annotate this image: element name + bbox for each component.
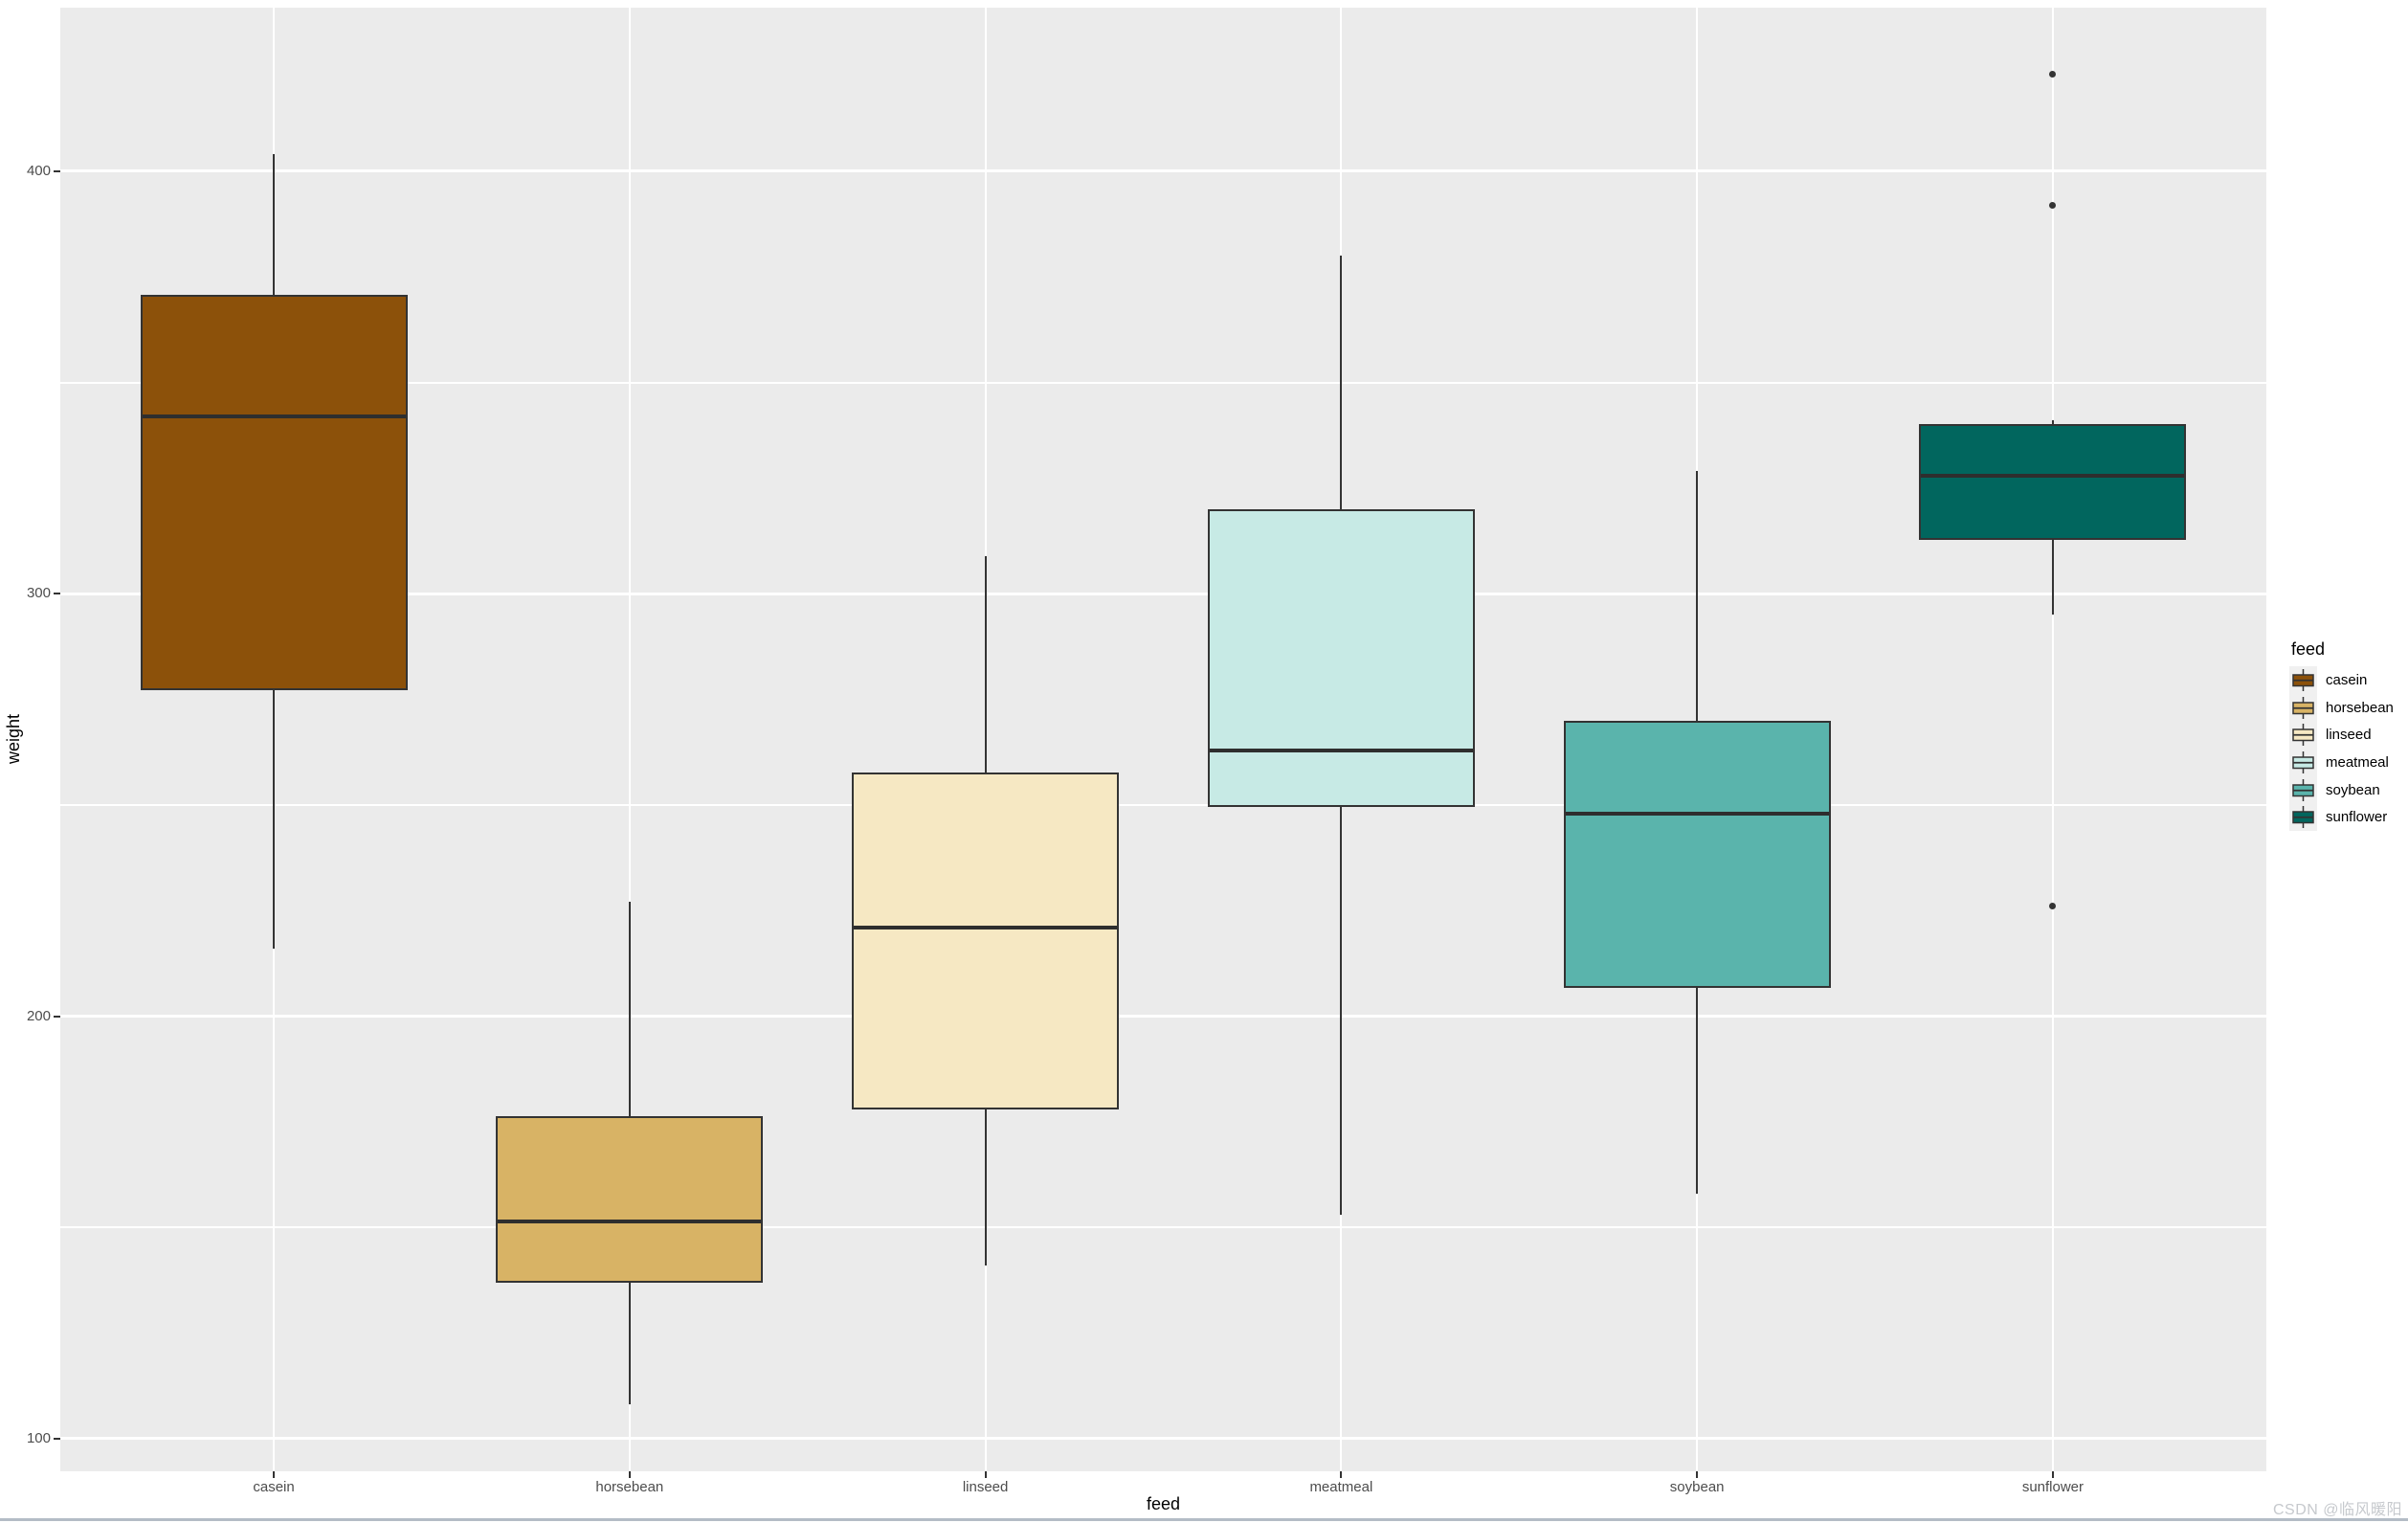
legend-row-meatmeal: meatmeal	[2289, 749, 2408, 776]
x-tick-mark	[2051, 1471, 2054, 1478]
x-tick-mark	[1340, 1471, 1343, 1478]
y-minor-gridline	[60, 1226, 2266, 1229]
box-soybean	[1563, 720, 1831, 988]
x-axis-title: feed	[1146, 1494, 1181, 1513]
median-linseed	[854, 925, 1118, 929]
x-major-gridline	[2051, 8, 2054, 1471]
bottom-edge-line	[0, 1518, 2408, 1521]
y-minor-gridline	[60, 381, 2266, 384]
legend-label: sunflower	[2326, 809, 2388, 826]
y-major-gridline	[60, 169, 2266, 173]
legend-label: soybean	[2326, 781, 2380, 798]
legend-items: casein horsebean linseed meatmeal soybean sun…	[2289, 666, 2408, 832]
median-casein	[142, 414, 406, 418]
x-tick-mark	[1696, 1471, 1699, 1478]
legend-key-boxplot-icon	[2289, 693, 2317, 722]
x-tick-label: horsebean	[595, 1479, 664, 1495]
legend-label: horsebean	[2326, 699, 2394, 716]
y-major-gridline	[60, 1015, 2266, 1019]
legend-row-horsebean: horsebean	[2289, 693, 2408, 722]
legend-key-boxplot-icon	[2289, 775, 2317, 804]
box-horsebean	[496, 1116, 764, 1283]
outlier-sunflower	[2049, 201, 2057, 209]
y-tick-mark	[54, 1437, 60, 1440]
legend-key-boxplot-icon	[2289, 803, 2317, 832]
legend-key-boxplot-icon	[2289, 749, 2317, 776]
x-tick-mark	[628, 1471, 631, 1478]
x-tick-mark	[273, 1471, 276, 1478]
median-meatmeal	[1209, 748, 1473, 752]
legend-label: casein	[2326, 671, 2368, 688]
outlier-sunflower	[2049, 903, 2057, 910]
legend-label: meatmeal	[2326, 753, 2389, 771]
legend-key-boxplot-icon	[2289, 666, 2317, 694]
y-tick-mark	[54, 169, 60, 172]
x-major-gridline	[628, 8, 631, 1471]
x-tick-mark	[984, 1471, 987, 1478]
box-sunflower	[1919, 423, 2187, 540]
legend-row-linseed: linseed	[2289, 721, 2408, 750]
y-major-gridline	[60, 592, 2266, 595]
x-tick-label: linseed	[962, 1479, 1009, 1495]
x-tick-label: sunflower	[2021, 1479, 2085, 1495]
legend-row-soybean: soybean	[2289, 775, 2408, 804]
y-major-gridline	[60, 1437, 2266, 1441]
legend-row-casein: casein	[2289, 666, 2408, 694]
legend-key-boxplot-icon	[2289, 721, 2317, 750]
median-soybean	[1565, 811, 1829, 816]
box-linseed	[852, 772, 1120, 1109]
y-tick-label: 300	[26, 585, 51, 602]
box-meatmeal	[1207, 509, 1475, 808]
box-casein	[140, 295, 408, 690]
x-tick-label: casein	[253, 1479, 295, 1495]
y-tick-mark	[54, 593, 60, 595]
legend-label: linseed	[2326, 727, 2372, 744]
legend: feed casein horsebean linseed meatmeal soybe…	[2289, 639, 2408, 832]
median-horsebean	[498, 1219, 762, 1223]
median-sunflower	[1921, 473, 2185, 478]
y-axis-title: weight	[4, 713, 23, 765]
x-tick-label: soybean	[1669, 1479, 1725, 1495]
outlier-sunflower	[2049, 71, 2057, 78]
legend-title: feed	[2291, 639, 2326, 659]
legend-row-sunflower: sunflower	[2289, 803, 2408, 832]
x-tick-label: meatmeal	[1309, 1479, 1373, 1495]
y-tick-label: 200	[26, 1007, 51, 1024]
y-tick-mark	[54, 1015, 60, 1018]
y-tick-label: 400	[26, 162, 51, 179]
y-minor-gridline	[60, 803, 2266, 806]
watermark: CSDN @临风暖阳	[2272, 1502, 2402, 1518]
plot-panel	[60, 8, 2266, 1471]
y-tick-label: 100	[26, 1429, 51, 1446]
